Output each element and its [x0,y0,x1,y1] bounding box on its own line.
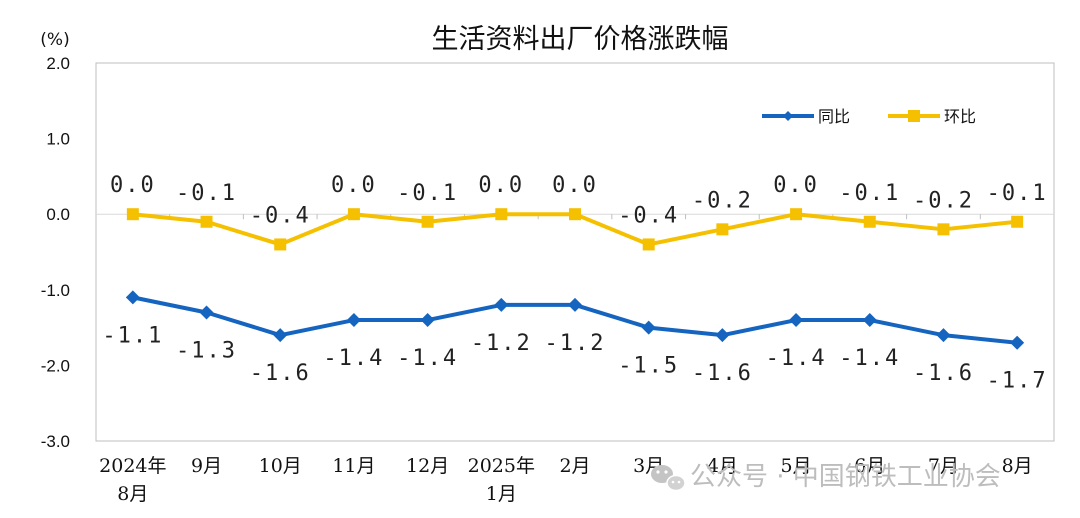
data-label-环比: 0.0 [773,173,819,198]
data-label-同比: -1.4 [766,346,827,371]
series-layer [125,208,1025,350]
chart-title: 生活资料出厂价格涨跌幅 [432,24,729,55]
data-label-同比: -1.4 [323,346,384,371]
data-point-同比 [862,313,877,328]
data-label-环比: -0.4 [250,203,311,228]
y-tick-label: -2.0 [41,356,70,375]
data-label-同比: -1.5 [618,354,679,379]
data-point-环比 [1011,215,1024,228]
data-point-环比 [642,238,655,251]
y-axis: 2.0 1.0 0.0 -1.0 -2.0 -3.0 [41,54,1054,451]
data-point-环比 [569,208,581,221]
legend: 同比 环比 [762,107,976,126]
x-tick-label: 2025年 1月 [468,455,535,505]
data-point-环比 [716,223,729,236]
data-label-环比: -0.1 [176,181,237,206]
y-axis-unit-label: (%) [40,30,69,50]
data-point-同比 [494,297,509,312]
legend-marker-同比 [783,111,793,121]
watermark-text: 公众号 · 中国钢铁工业协会 [690,462,1001,492]
data-label-同比: -1.2 [545,331,606,356]
data-point-环比 [790,208,803,221]
data-label-环比: -0.2 [913,188,974,213]
data-point-同比 [346,313,361,328]
data-point-同比 [641,320,656,335]
y-tick-label: -3.0 [41,432,70,451]
x-tick-label: 11月 [332,455,375,477]
legend-label-同比: 同比 [818,107,850,126]
data-label-同比: -1.6 [250,361,311,386]
plot-area-frame [95,62,1055,442]
y-tick-label: 1.0 [46,130,70,149]
x-tick-label: 8月 [1002,455,1033,477]
data-point-同比 [420,313,435,328]
x-tick-label: 10月 [259,455,302,477]
data-label-同比: -1.3 [176,338,237,363]
x-tick-label: 5月 [781,455,812,477]
data-label-环比: 0.0 [478,173,524,198]
data-label-环比: -0.4 [618,203,679,228]
data-point-同比 [125,290,140,305]
data-label-同比: -1.2 [471,331,532,356]
data-point-环比 [937,223,950,236]
data-label-同比: -1.1 [102,323,163,348]
data-point-环比 [274,238,287,251]
data-label-环比: 0.0 [552,173,598,198]
legend-marker-环比 [908,110,920,122]
x-tick-label: 6月 [854,455,885,477]
data-label-环比: 0.0 [331,173,377,198]
data-label-环比: 0.0 [110,173,156,198]
data-point-环比 [347,208,360,221]
y-tick-label: -1.0 [41,281,70,300]
data-point-同比 [568,297,582,312]
data-label-同比: -1.4 [839,346,900,371]
data-label-环比: -0.2 [692,188,753,213]
data-point-环比 [495,208,508,221]
data-label-环比: -0.1 [397,181,458,206]
data-label-同比: -1.6 [692,361,753,386]
data-point-环比 [200,215,213,228]
data-label-同比: -1.6 [913,361,974,386]
x-tick-label: 7月 [928,455,959,477]
data-point-同比 [789,313,804,328]
data-point-同比 [1010,335,1025,350]
y-tick-label: 0.0 [46,205,70,224]
watermark: 公众号 · 中国钢铁工业协会 [651,462,1001,492]
x-tick-label: 4月 [707,455,738,477]
data-point-环比 [421,215,434,228]
data-label-环比: -0.1 [987,181,1048,206]
x-tick-label: 2024年 8月 [99,455,166,505]
data-point-同比 [715,328,730,343]
data-point-环比 [863,215,876,228]
x-tick-label: 12月 [406,455,449,477]
wechat-icon [651,465,686,492]
data-point-同比 [199,305,214,320]
data-point-同比 [936,328,951,343]
data-point-同比 [273,328,288,343]
legend-label-环比: 环比 [944,107,976,126]
y-tick-label: 2.0 [46,54,70,73]
x-tick-label: 2月 [559,455,590,477]
data-labels-layer: -1.1 -1.3 -1.6 -1.4 -1.4 -1.2 -1.2 -1.5 -1.6 -1.4… [102,173,1048,394]
x-tick-label: 9月 [191,455,222,477]
data-point-环比 [126,208,139,221]
data-label-同比: -1.7 [987,369,1048,394]
data-label-环比: -0.1 [839,181,900,206]
data-label-同比: -1.4 [397,346,458,371]
